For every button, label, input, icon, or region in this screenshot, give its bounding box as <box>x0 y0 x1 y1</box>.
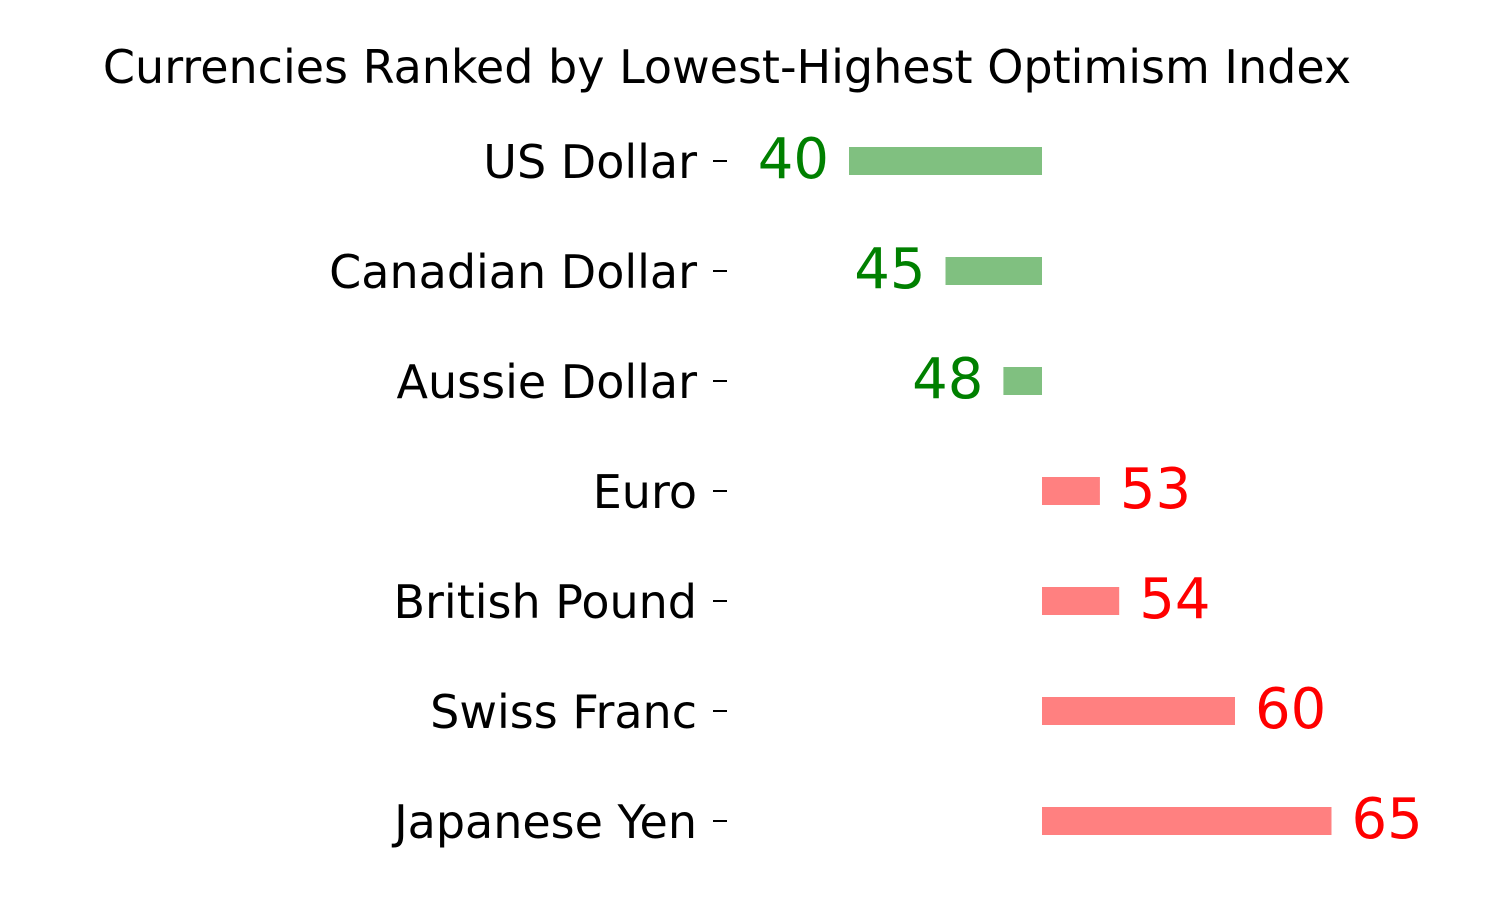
bar-euro <box>1042 477 1100 505</box>
bar-canadian-dollar <box>945 257 1042 285</box>
value-label-japanese-yen: 65 <box>1352 787 1423 852</box>
category-label-euro: Euro <box>593 465 697 519</box>
bar-british-pound <box>1042 587 1120 615</box>
category-label-canadian-dollar: Canadian Dollar <box>329 245 697 299</box>
bar-aussie-dollar <box>1003 367 1042 395</box>
bar-japanese-yen <box>1042 807 1332 835</box>
value-label-euro: 53 <box>1120 457 1191 522</box>
value-label-canadian-dollar: 45 <box>854 237 925 302</box>
category-label-british-pound: British Pound <box>393 575 697 629</box>
bars-layer: US Dollar 40 Canadian Dollar 45 Aussie Dolla… <box>329 127 1423 852</box>
value-label-british-pound: 54 <box>1139 567 1210 632</box>
category-label-us-dollar: US Dollar <box>483 135 697 189</box>
bar-us-dollar <box>849 147 1042 175</box>
value-label-aussie-dollar: 48 <box>912 347 983 412</box>
category-label-swiss-franc: Swiss Franc <box>430 685 697 739</box>
bar-swiss-franc <box>1042 697 1235 725</box>
category-label-japanese-yen: Japanese Yen <box>391 795 697 849</box>
value-label-swiss-franc: 60 <box>1255 677 1326 742</box>
category-label-aussie-dollar: Aussie Dollar <box>397 355 698 409</box>
chart-title: Currencies Ranked by Lowest-Highest Opti… <box>103 40 1351 94</box>
value-label-us-dollar: 40 <box>758 127 829 192</box>
